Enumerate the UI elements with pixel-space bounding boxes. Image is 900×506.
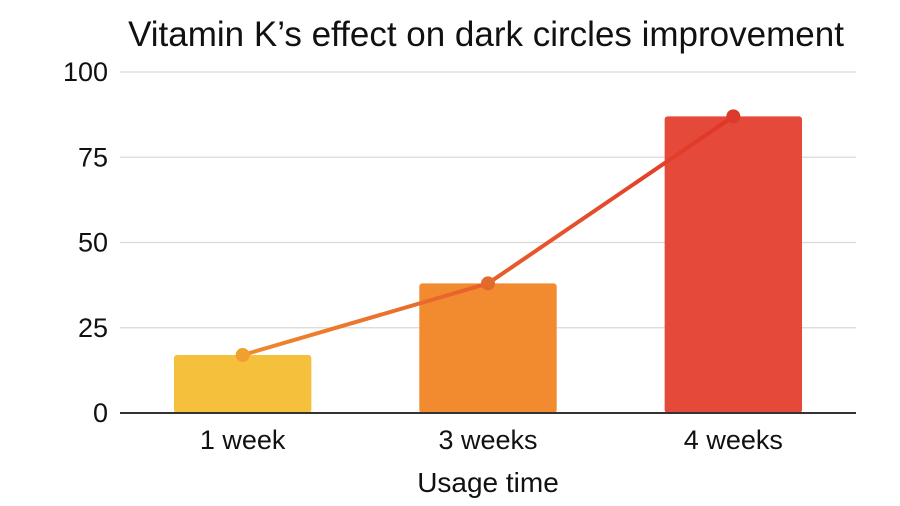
y-tick-label: 75 (78, 142, 108, 172)
bar (664, 116, 803, 413)
y-tick-label: 50 (78, 228, 108, 258)
trend-line (235, 109, 741, 363)
trend-point (726, 109, 741, 124)
x-axis-label: Usage time (417, 467, 559, 498)
trend-point (481, 276, 495, 291)
chart-title: Vitamin K’s effect on dark circles impro… (128, 15, 844, 54)
bar (173, 355, 312, 413)
x-tick-label: 3 weeks (438, 425, 537, 455)
x-tick-label: 4 weeks (684, 425, 783, 455)
y-tick-label: 100 (63, 57, 108, 87)
x-axis-ticks: 1 week 3 weeks 4 weeks (200, 425, 783, 455)
y-tick-label: 25 (78, 313, 108, 343)
trend-point (235, 348, 250, 363)
y-axis-ticks: 0 25 50 75 100 (63, 57, 108, 428)
y-tick-label: 0 (93, 398, 108, 428)
bar (419, 283, 557, 413)
x-tick-label: 1 week (200, 425, 286, 455)
bars (173, 116, 803, 413)
